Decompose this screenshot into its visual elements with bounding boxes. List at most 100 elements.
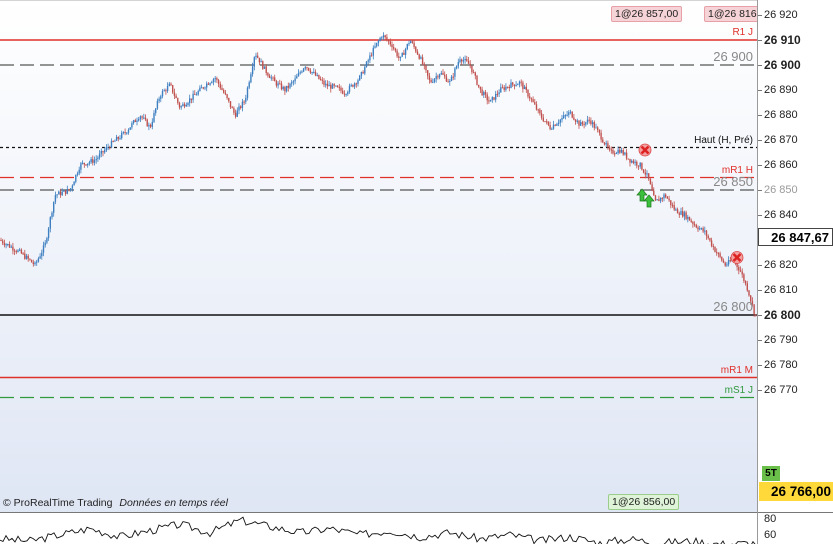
candle-body	[501, 87, 504, 89]
footer-credits: © ProRealTime Trading Données en temps r…	[3, 497, 228, 509]
candle-body	[110, 141, 113, 148]
candle-body	[535, 104, 538, 110]
candle-body	[58, 191, 60, 195]
candle-body	[85, 164, 87, 166]
level-label-3: mR1 H	[721, 164, 753, 176]
candle-body	[336, 85, 339, 88]
candle-body	[693, 224, 696, 226]
candle-body	[644, 172, 646, 175]
candle-body	[428, 75, 431, 81]
candle-body	[569, 111, 572, 113]
candle-body	[495, 93, 497, 100]
candle-body	[479, 86, 482, 90]
price-chart[interactable]: 1@26 857,00 1@26 816 R1 J 26 900 Haut (H, …	[0, 0, 757, 512]
candle-body	[564, 115, 567, 117]
axis-tick-26860: 26 860	[764, 159, 798, 171]
axis-tickmark	[758, 215, 762, 216]
candle-body	[525, 86, 527, 90]
candle-body	[163, 90, 165, 92]
candle-body	[585, 122, 587, 125]
candle-body	[347, 91, 349, 95]
candle-body	[646, 173, 648, 175]
candle-body	[717, 252, 720, 254]
candle-body	[313, 71, 315, 73]
candle-body	[70, 188, 72, 191]
level-label-7: mS1 J	[724, 384, 753, 396]
candle-body	[427, 70, 429, 76]
candle-body	[22, 253, 24, 255]
candle-body	[719, 253, 721, 257]
candle-body	[234, 112, 237, 117]
candle-body	[729, 260, 731, 262]
candle-body	[676, 209, 679, 214]
candle-body	[246, 87, 249, 99]
candle-body	[721, 256, 723, 261]
candle-body	[88, 162, 91, 164]
axis-tickmark	[758, 365, 762, 366]
candle-body	[542, 117, 544, 122]
candle-body	[450, 76, 453, 81]
candle-body	[42, 245, 45, 253]
candle-body	[629, 158, 631, 163]
candle-body	[411, 41, 414, 43]
candle-body	[183, 104, 186, 107]
axis-tick-26770: 26 770	[764, 384, 798, 396]
price-axis[interactable]: 26 920 26 910 26 900 26 890 26 880 26 870 26 8…	[757, 0, 833, 544]
candle-body	[221, 88, 223, 90]
chart-canvas[interactable]	[0, 0, 757, 512]
candle-body	[166, 86, 169, 92]
candle-body	[376, 42, 378, 47]
candle-body	[496, 93, 499, 95]
candle-body	[576, 120, 578, 122]
buy-signal-icon[interactable]	[636, 188, 655, 208]
candle-body	[522, 82, 524, 90]
oscillator-panel[interactable]	[0, 512, 757, 548]
candle-body	[595, 127, 597, 129]
candle-body	[13, 250, 16, 252]
axis-tickmark	[758, 15, 762, 16]
candle-body	[442, 72, 444, 75]
oscillator-canvas[interactable]	[0, 513, 757, 548]
candle-body	[365, 61, 368, 68]
candle-body	[704, 230, 706, 232]
axis-tickmark	[758, 315, 762, 316]
sell-signal-icon[interactable]	[638, 143, 652, 157]
candle-body	[175, 95, 177, 99]
candle-body	[440, 72, 442, 75]
candle-body	[165, 90, 167, 92]
candle-body	[716, 251, 718, 253]
candle-body	[379, 37, 381, 41]
candle-body	[206, 83, 208, 88]
candle-body	[518, 81, 521, 85]
axis-tick-26820: 26 820	[764, 259, 798, 271]
candle-body	[253, 57, 255, 67]
candle-body	[642, 169, 645, 173]
header-tag-1: 1@26 857,00	[611, 6, 683, 22]
candle-body	[622, 150, 624, 155]
candle-body	[551, 128, 553, 130]
level-label-1: 26 900	[713, 49, 753, 64]
candle-body	[488, 100, 490, 102]
candle-body	[280, 83, 283, 90]
candle-body	[421, 57, 424, 65]
level-label-6: mR1 M	[720, 364, 753, 376]
candle-body	[423, 64, 425, 66]
candle-body	[617, 149, 619, 154]
candle-body	[81, 162, 84, 164]
candle-body	[345, 94, 347, 96]
candle-body	[129, 127, 131, 130]
sell-signal-icon[interactable]	[730, 251, 744, 264]
candle-body	[571, 111, 573, 118]
candle-body	[219, 83, 221, 89]
candle-body	[105, 147, 108, 150]
candle-body	[751, 301, 754, 305]
candle-body	[229, 101, 232, 108]
candle-body	[581, 122, 584, 124]
candle-body	[170, 83, 172, 86]
candle-body	[146, 119, 148, 127]
candle-body	[462, 60, 465, 62]
candle-body	[605, 143, 607, 145]
candle-body	[687, 216, 689, 219]
candle-body	[78, 169, 80, 174]
candle-body	[449, 80, 451, 82]
